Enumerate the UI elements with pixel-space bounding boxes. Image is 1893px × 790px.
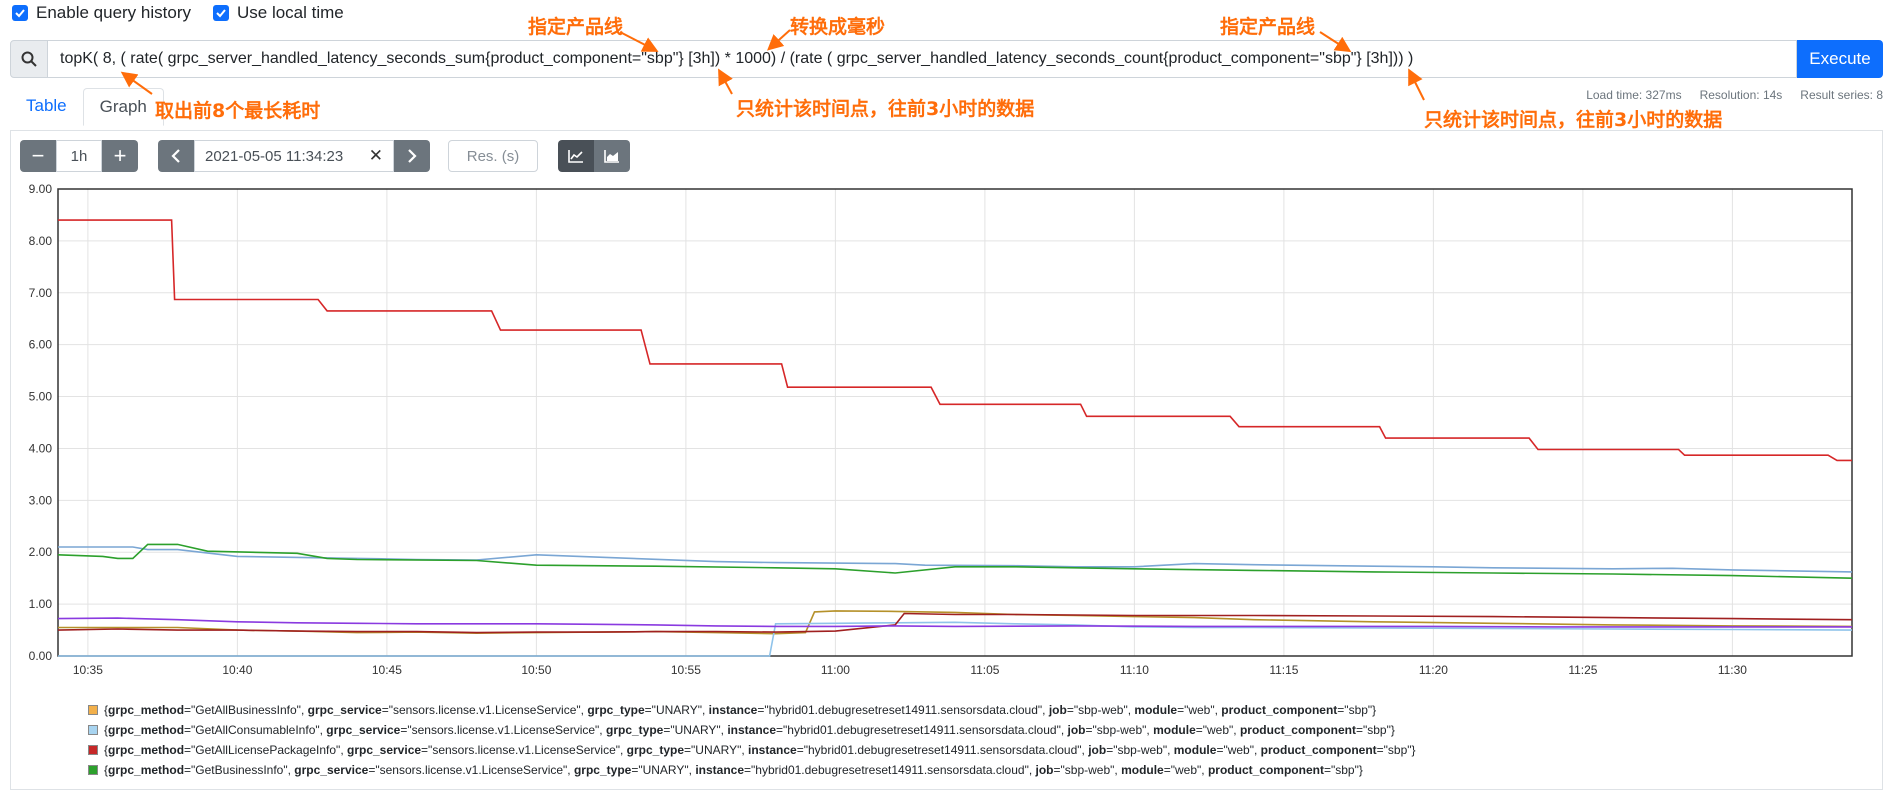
chart-legend: {grpc_method="GetAllBusinessInfo", grpc_… [88,700,1416,780]
y-tick-label: 2.00 [29,545,53,559]
plot-area [57,188,1853,657]
x-tick-label: 11:15 [1269,663,1298,677]
execute-button[interactable]: Execute [1797,40,1883,78]
line-chart-icon[interactable] [558,140,594,172]
legend-swatch [88,765,98,775]
query-history-label: Enable query history [36,3,191,22]
x-tick-label: 11:10 [1120,663,1149,677]
series-line [57,617,1852,628]
legend-item[interactable]: {grpc_method="GetBusinessInfo", grpc_ser… [88,760,1416,780]
legend-item[interactable]: {grpc_method="GetAllConsumableInfo", grp… [88,720,1416,740]
resolution-control: Res. (s) [448,140,538,172]
legend-swatch [88,745,98,755]
y-tick-label: 9.00 [29,182,53,196]
series-line [58,219,1852,462]
resolution-input[interactable]: Res. (s) [448,140,538,172]
legend-swatch [88,705,98,715]
x-tick-label: 11:25 [1568,663,1597,677]
annotation-to-ms: 转换成毫秒 [790,16,886,38]
annotation-product-line-2: 指定产品线 [1220,16,1316,38]
annotation-window-2: 只统计该时间点，往前3小时的数据 [1424,109,1723,131]
check-icon [12,5,28,21]
series-line [58,621,1853,657]
local-time-label: Use local time [236,3,344,22]
result-series: Result series: 8 [1800,88,1883,102]
annotation-top8: 取出前8个最长耗时 [155,100,321,122]
x-tick-label: 10:45 [372,663,402,677]
annotation-product-line-1: 指定产品线 [528,16,624,38]
check-icon [212,5,229,21]
legend-item[interactable]: {grpc_method="GetAllBusinessInfo", grpc_… [88,700,1416,720]
chevron-left-icon[interactable] [158,140,194,172]
y-tick-label: 6.00 [29,338,53,352]
series-line [57,543,1853,579]
series-line [57,612,1853,634]
chevron-right-icon[interactable] [394,140,430,172]
x-tick-label: 10:50 [521,663,551,677]
range-controls: − 1h + [20,140,138,172]
chart-type-controls [558,140,630,172]
annotation-window-1: 只统计该时间点，往前3小时的数据 [736,98,1035,120]
end-time-input[interactable]: 2021-05-05 11:34:23 ✕ [194,140,394,172]
y-tick-label: 3.00 [29,493,53,507]
y-tick-label: 7.00 [29,286,53,300]
x-tick-label: 11:05 [970,663,999,677]
x-tick-label: 11:20 [1419,663,1448,677]
y-tick-label: 1.00 [29,597,53,611]
time-controls: 2021-05-05 11:34:23 ✕ [158,140,430,172]
y-tick-label: 0.00 [29,649,53,663]
x-tick-label: 11:00 [821,663,850,677]
resolution: Resolution: 14s [1699,88,1783,102]
y-tick-label: 8.00 [29,234,53,248]
query-bar: topK( 8, ( rate( grpc_server_handled_lat… [10,40,1883,78]
legend-label: {grpc_method="GetAllBusinessInfo", grpc_… [104,703,1377,717]
x-tick-label: 10:35 [73,663,103,677]
y-tick-label: 5.00 [29,390,53,404]
legend-label: {grpc_method="GetAllConsumableInfo", grp… [104,723,1395,737]
latency-chart: 0.00 1.00 2.00 3.00 4.00 5.00 6.00 7.00 8.00 9.00… [29,182,1853,677]
load-time: Load time: 327ms [1586,88,1682,102]
series-line [58,546,1853,573]
end-time-value: 2021-05-05 11:34:23 [205,147,344,165]
options-row: Enable query history Use local time [12,3,344,23]
decrease-range-button[interactable]: − [20,140,56,172]
legend-label: {grpc_method="GetAllLicensePackageInfo",… [104,743,1416,757]
search-icon [10,40,48,78]
legend-label: {grpc_method="GetBusinessInfo", grpc_ser… [104,763,1363,777]
x-tick-label: 10:40 [222,663,252,677]
query-expression-input[interactable]: topK( 8, ( rate( grpc_server_handled_lat… [48,40,1797,78]
legend-item[interactable]: {grpc_method="GetAllLicensePackageInfo",… [88,740,1416,760]
query-history-checkbox[interactable]: Enable query history [12,3,191,23]
local-time-checkbox[interactable]: Use local time [212,3,344,23]
tab-table[interactable]: Table [26,96,67,115]
y-tick-label: 4.00 [29,441,53,455]
range-input[interactable]: 1h [56,140,102,172]
x-tick-label: 10:55 [671,663,701,677]
stacked-chart-icon[interactable] [594,140,630,172]
increase-range-button[interactable]: + [102,140,138,172]
legend-swatch [88,725,98,735]
clear-icon[interactable]: ✕ [368,146,383,165]
x-tick-label: 11:30 [1718,663,1747,677]
query-stats: Load time: 327ms Resolution: 14s Result … [1586,88,1883,102]
